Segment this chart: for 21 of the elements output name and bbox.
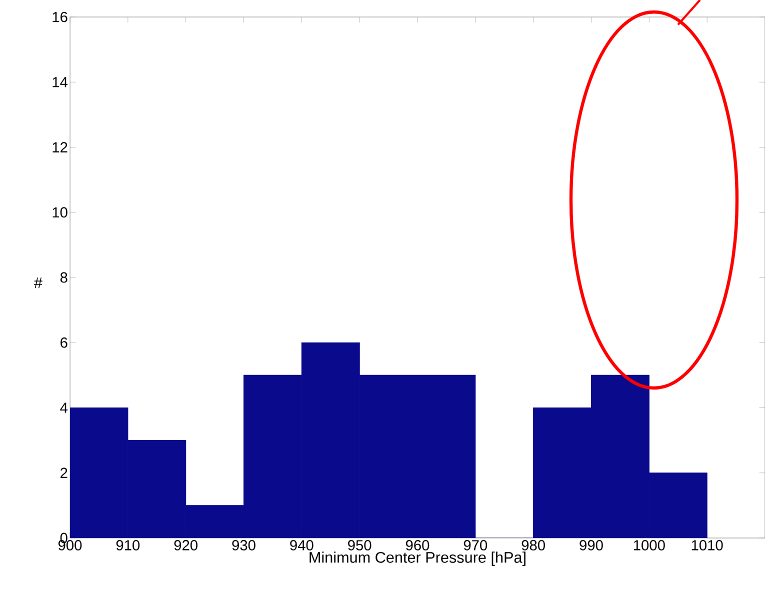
- y-tick-label: 10: [52, 207, 68, 218]
- y-tick-label: 6: [60, 337, 68, 348]
- x-tick-label: 950: [348, 540, 372, 550]
- x-tick-label: 1010: [692, 540, 723, 550]
- y-tick-label: 4: [60, 402, 68, 413]
- y-axis-title: #: [34, 278, 42, 288]
- y-tick-label: 2: [60, 468, 68, 478]
- x-tick-label: 930: [232, 540, 256, 550]
- x-tick-label: 910: [116, 540, 140, 550]
- y-tick-label: 14: [52, 77, 68, 88]
- x-tick-label: 960: [406, 540, 430, 550]
- x-tick-label: 920: [174, 540, 198, 550]
- x-tick-label: 970: [464, 540, 488, 550]
- y-tick-label: 12: [52, 142, 68, 152]
- x-axis-title: Minimum Center Pressure [hPa]: [310, 552, 526, 566]
- x-tick-label: 980: [522, 540, 545, 550]
- x-tick-label: 1000: [634, 540, 665, 550]
- y-tick-label: 16: [52, 12, 68, 22]
- x-tick-label: 940: [290, 540, 314, 550]
- x-tick-label: 990: [580, 540, 603, 550]
- y-tick-label: 8: [60, 272, 68, 283]
